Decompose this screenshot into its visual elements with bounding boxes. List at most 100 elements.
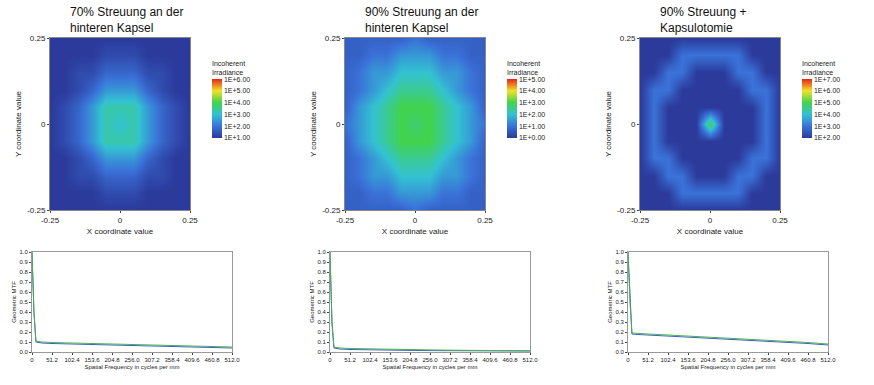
svg-text:1.0: 1.0 — [19, 249, 28, 255]
svg-text:0.3: 0.3 — [615, 319, 624, 325]
svg-text:409.6: 409.6 — [780, 357, 796, 363]
svg-text:0.8: 0.8 — [19, 269, 28, 275]
svg-text:409.6: 409.6 — [184, 357, 200, 363]
svg-text:IncoherentIrradiance: IncoherentIrradiance — [507, 60, 540, 76]
svg-text:IncoherentIrradiance: IncoherentIrradiance — [212, 60, 245, 76]
svg-text:1E+3.00: 1E+3.00 — [224, 111, 250, 118]
svg-text:358.4: 358.4 — [462, 357, 478, 363]
svg-text:1.0: 1.0 — [317, 249, 326, 255]
svg-text:0.25: 0.25 — [620, 34, 636, 43]
svg-text:X coordinate value: X coordinate value — [677, 227, 744, 236]
svg-text:358.4: 358.4 — [164, 357, 180, 363]
svg-text:1E+5.00: 1E+5.00 — [814, 99, 840, 106]
svg-text:X coordinate value: X coordinate value — [87, 227, 154, 236]
svg-text:90% Streuung an derhinteren Ka: 90% Streuung an derhinteren Kapsel — [365, 5, 478, 35]
svg-text:0.25: 0.25 — [772, 216, 788, 225]
svg-text:460.8: 460.8 — [800, 357, 816, 363]
svg-text:-0.25: -0.25 — [322, 206, 341, 215]
svg-text:Spatial Frequency in cycles pe: Spatial Frequency in cycles per mm — [84, 364, 179, 370]
svg-text:0.1: 0.1 — [19, 339, 28, 345]
svg-text:0.0: 0.0 — [19, 349, 28, 355]
svg-text:0.9: 0.9 — [615, 259, 624, 265]
svg-text:1E+0.00: 1E+0.00 — [519, 134, 545, 141]
svg-text:1E+2.00: 1E+2.00 — [519, 111, 545, 118]
svg-text:0.4: 0.4 — [317, 309, 326, 315]
svg-text:0.0: 0.0 — [317, 349, 326, 355]
svg-text:102.4: 102.4 — [64, 357, 80, 363]
svg-text:358.4: 358.4 — [760, 357, 776, 363]
svg-text:0.25: 0.25 — [325, 34, 341, 43]
svg-text:0.5: 0.5 — [19, 299, 28, 305]
svg-text:90% Streuung +Kapsulotomie: 90% Streuung +Kapsulotomie — [660, 5, 746, 35]
svg-text:512.0: 512.0 — [224, 357, 240, 363]
svg-text:0.25: 0.25 — [30, 34, 46, 43]
svg-text:409.6: 409.6 — [482, 357, 498, 363]
svg-text:1E+3.00: 1E+3.00 — [814, 123, 840, 130]
svg-text:1E+1.00: 1E+1.00 — [224, 134, 250, 141]
svg-text:307.2: 307.2 — [442, 357, 458, 363]
svg-text:0.6: 0.6 — [19, 289, 28, 295]
svg-text:153.6: 153.6 — [680, 357, 696, 363]
svg-text:0: 0 — [336, 120, 341, 129]
svg-text:204.8: 204.8 — [104, 357, 120, 363]
svg-text:1E+2.00: 1E+2.00 — [224, 123, 250, 130]
svg-text:0.2: 0.2 — [317, 329, 326, 335]
svg-text:Y coordinate value: Y coordinate value — [604, 90, 613, 157]
svg-text:0.5: 0.5 — [615, 299, 624, 305]
svg-text:0: 0 — [413, 216, 418, 225]
svg-text:0: 0 — [328, 357, 332, 363]
svg-text:0.1: 0.1 — [615, 339, 624, 345]
svg-text:460.8: 460.8 — [502, 357, 518, 363]
svg-text:0.9: 0.9 — [317, 259, 326, 265]
svg-text:X coordinate value: X coordinate value — [382, 227, 449, 236]
svg-text:Spatial Frequency in cycles pe: Spatial Frequency in cycles per mm — [382, 364, 477, 370]
svg-text:0.6: 0.6 — [615, 289, 624, 295]
svg-text:102.4: 102.4 — [362, 357, 378, 363]
svg-text:256.0: 256.0 — [422, 357, 438, 363]
svg-text:204.8: 204.8 — [402, 357, 418, 363]
svg-text:307.2: 307.2 — [144, 357, 160, 363]
svg-text:1E+5.00: 1E+5.00 — [519, 76, 545, 83]
svg-text:0.25: 0.25 — [182, 216, 198, 225]
svg-text:0.0: 0.0 — [615, 349, 624, 355]
svg-text:1E+3.00: 1E+3.00 — [519, 99, 545, 106]
svg-text:-0.25: -0.25 — [617, 206, 636, 215]
svg-text:1E+4.00: 1E+4.00 — [519, 87, 545, 94]
svg-text:0: 0 — [631, 120, 636, 129]
svg-text:1E+5.00: 1E+5.00 — [224, 87, 250, 94]
svg-text:256.0: 256.0 — [720, 357, 736, 363]
svg-text:1E+4.00: 1E+4.00 — [224, 99, 250, 106]
svg-text:307.2: 307.2 — [740, 357, 756, 363]
svg-text:-0.25: -0.25 — [631, 216, 650, 225]
svg-text:153.6: 153.6 — [382, 357, 398, 363]
svg-text:204.8: 204.8 — [700, 357, 716, 363]
svg-text:153.6: 153.6 — [84, 357, 100, 363]
svg-text:460.8: 460.8 — [204, 357, 220, 363]
svg-text:0: 0 — [30, 357, 34, 363]
svg-text:1E+4.00: 1E+4.00 — [814, 111, 840, 118]
svg-text:0.8: 0.8 — [317, 269, 326, 275]
svg-text:0.9: 0.9 — [19, 259, 28, 265]
svg-text:1E+7.00: 1E+7.00 — [814, 76, 840, 83]
svg-text:0.1: 0.1 — [317, 339, 326, 345]
svg-text:70% Streuung an derhinteren Ka: 70% Streuung an derhinteren Kapsel — [70, 5, 183, 35]
svg-text:1E+2.00: 1E+2.00 — [814, 134, 840, 141]
svg-text:0.2: 0.2 — [19, 329, 28, 335]
svg-text:0: 0 — [41, 120, 46, 129]
svg-text:1E+6.00: 1E+6.00 — [814, 87, 840, 94]
svg-text:0.7: 0.7 — [317, 279, 326, 285]
svg-text:102.4: 102.4 — [660, 357, 676, 363]
svg-text:1E+1.00: 1E+1.00 — [519, 123, 545, 130]
svg-text:0.3: 0.3 — [317, 319, 326, 325]
svg-text:0.5: 0.5 — [317, 299, 326, 305]
svg-text:1E+6.00: 1E+6.00 — [224, 76, 250, 83]
svg-text:IncoherentIrradiance: IncoherentIrradiance — [802, 60, 835, 76]
svg-text:0.7: 0.7 — [615, 279, 624, 285]
svg-text:0.3: 0.3 — [19, 319, 28, 325]
svg-text:512.0: 512.0 — [522, 357, 538, 363]
svg-text:1.0: 1.0 — [615, 249, 624, 255]
svg-text:51.2: 51.2 — [46, 357, 58, 363]
svg-text:Geometric MTF: Geometric MTF — [11, 281, 17, 323]
svg-text:0.4: 0.4 — [19, 309, 28, 315]
svg-text:Spatial Frequency in cycles pe: Spatial Frequency in cycles per mm — [680, 364, 775, 370]
